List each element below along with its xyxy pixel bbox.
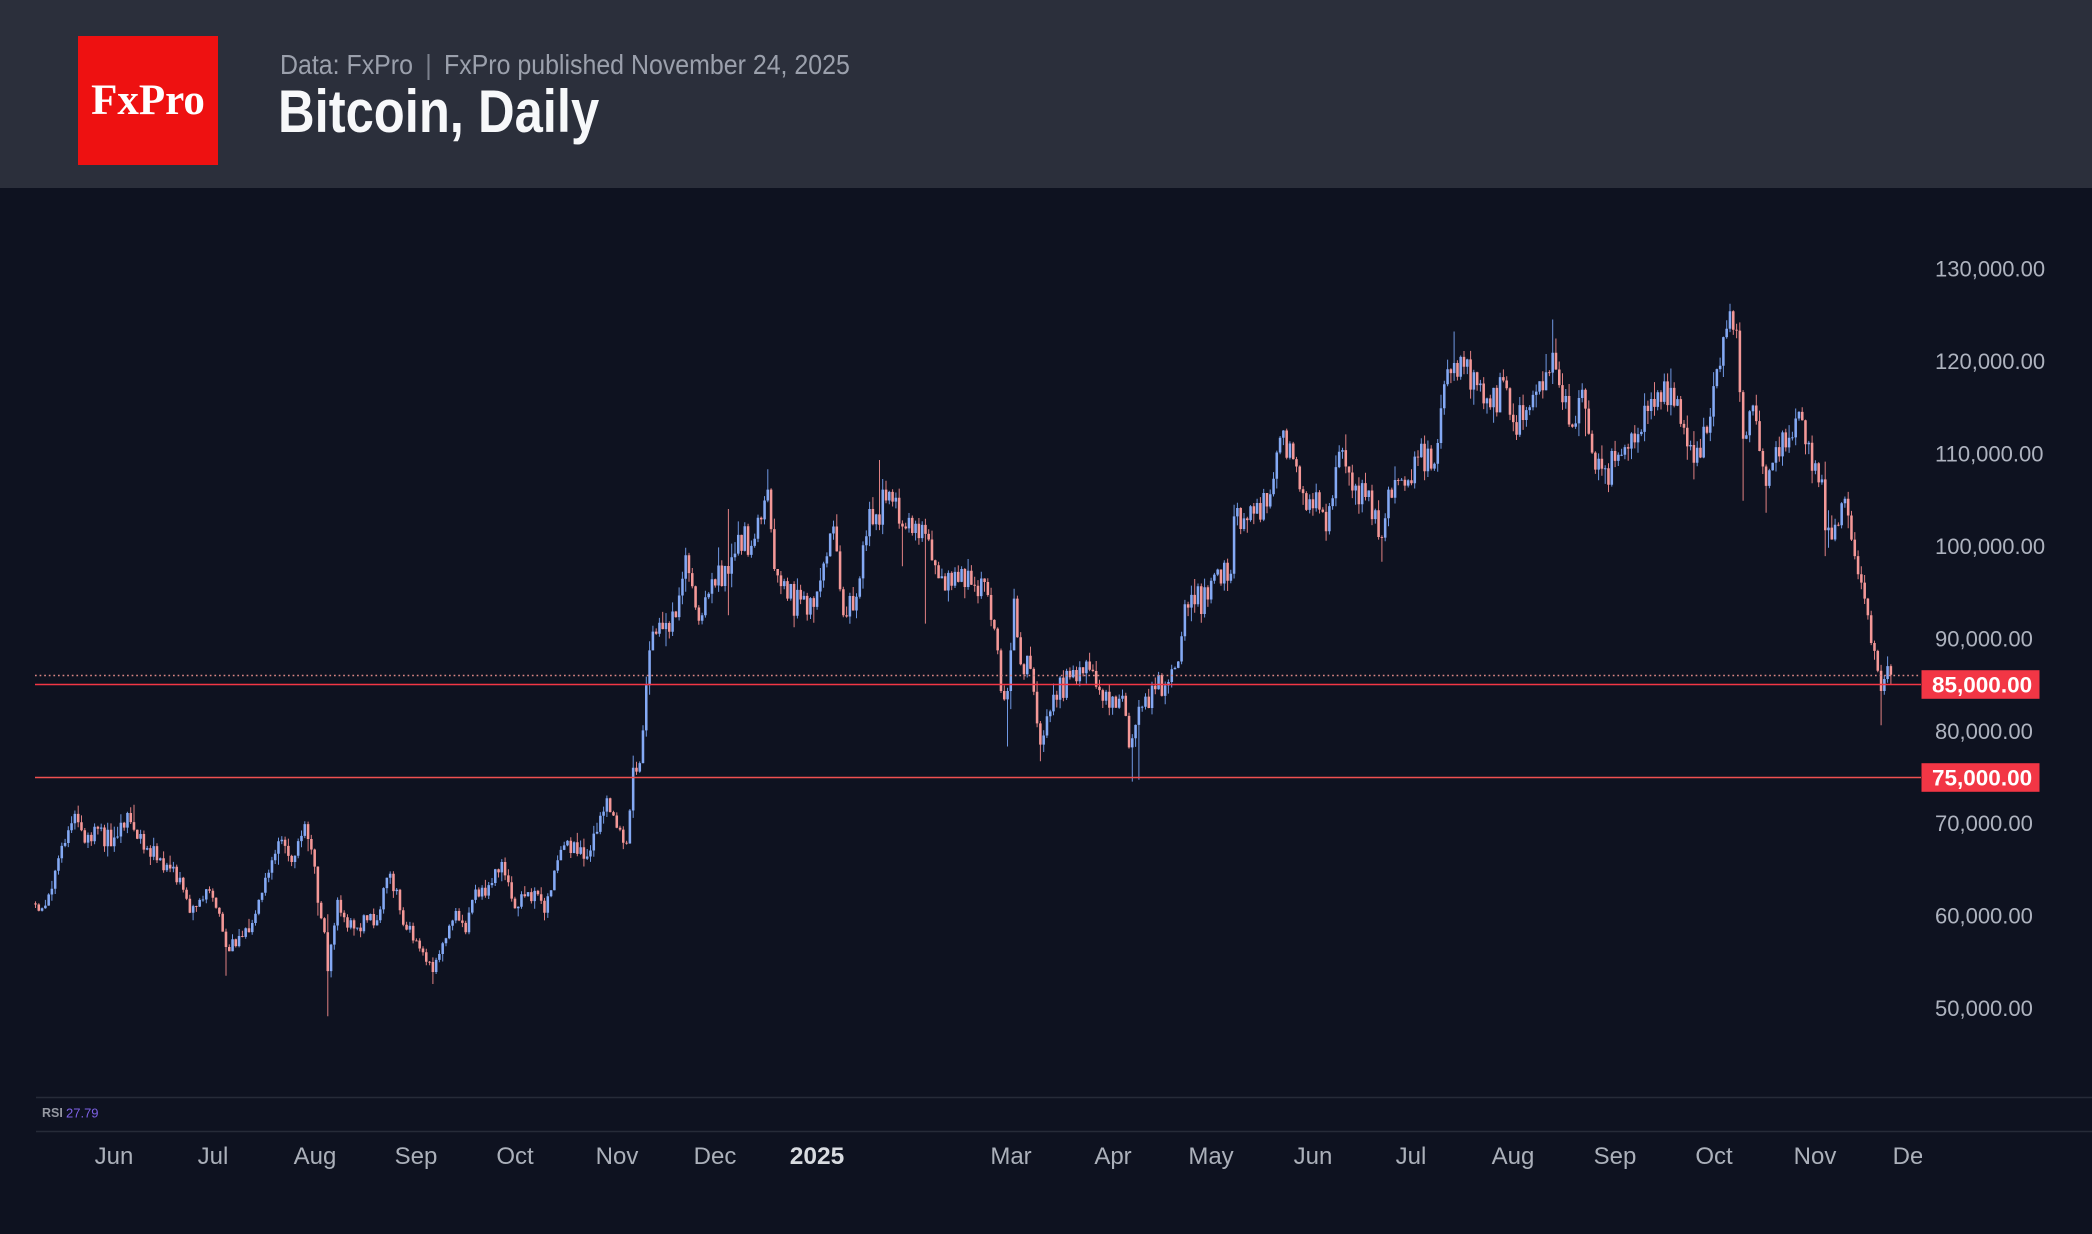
svg-text:2025: 2025 [790,1143,845,1170]
svg-text:RSI: RSI [42,1106,63,1120]
svg-text:Nov: Nov [596,1143,639,1170]
svg-text:Aug: Aug [294,1143,337,1170]
svg-text:130,000.00: 130,000.00 [1935,257,2045,282]
svg-text:90,000.00: 90,000.00 [1935,626,2033,651]
svg-text:50,000.00: 50,000.00 [1935,996,2033,1021]
svg-text:Jul: Jul [198,1143,229,1170]
svg-text:75,000.00: 75,000.00 [1932,766,2032,791]
svg-text:Mar: Mar [990,1143,1031,1170]
svg-text:70,000.00: 70,000.00 [1935,811,2033,836]
svg-text:60,000.00: 60,000.00 [1935,904,2033,929]
svg-text:Oct: Oct [496,1143,534,1170]
svg-text:Apr: Apr [1094,1143,1131,1170]
svg-text:Aug: Aug [1492,1143,1535,1170]
svg-text:27.79: 27.79 [66,1106,99,1121]
svg-text:120,000.00: 120,000.00 [1935,349,2045,374]
svg-text:85,000.00: 85,000.00 [1932,673,2032,698]
svg-text:Dec: Dec [694,1143,737,1170]
svg-text:Oct: Oct [1695,1143,1733,1170]
svg-text:Sep: Sep [1594,1143,1637,1170]
svg-text:110,000.00: 110,000.00 [1935,442,2043,467]
svg-text:Sep: Sep [395,1143,438,1170]
svg-text:Jun: Jun [1294,1143,1333,1170]
svg-text:100,000.00: 100,000.00 [1935,534,2045,559]
svg-text:Jun: Jun [95,1143,134,1170]
svg-text:Nov: Nov [1794,1143,1837,1170]
svg-text:Dec: Dec [1893,1143,1936,1170]
svg-text:Jul: Jul [1396,1143,1427,1170]
svg-text:80,000.00: 80,000.00 [1935,719,2033,744]
svg-text:May: May [1188,1143,1233,1170]
